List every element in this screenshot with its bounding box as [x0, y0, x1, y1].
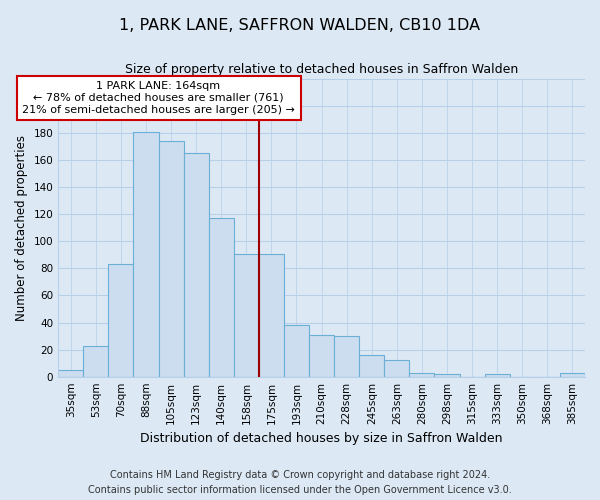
Bar: [309, 334, 334, 376]
Bar: [560, 372, 585, 376]
Text: 1, PARK LANE, SAFFRON WALDEN, CB10 1DA: 1, PARK LANE, SAFFRON WALDEN, CB10 1DA: [119, 18, 481, 32]
Bar: [158, 141, 184, 376]
Bar: [485, 374, 510, 376]
Bar: [385, 360, 409, 376]
Bar: [184, 154, 209, 376]
Bar: [284, 326, 309, 376]
Bar: [209, 218, 234, 376]
Bar: [109, 264, 133, 376]
Bar: [434, 374, 460, 376]
Title: Size of property relative to detached houses in Saffron Walden: Size of property relative to detached ho…: [125, 64, 518, 76]
Bar: [334, 336, 359, 376]
Bar: [58, 370, 83, 376]
Y-axis label: Number of detached properties: Number of detached properties: [15, 135, 28, 321]
Text: Contains HM Land Registry data © Crown copyright and database right 2024.
Contai: Contains HM Land Registry data © Crown c…: [88, 470, 512, 495]
Bar: [133, 132, 158, 376]
Bar: [409, 372, 434, 376]
X-axis label: Distribution of detached houses by size in Saffron Walden: Distribution of detached houses by size …: [140, 432, 503, 445]
Bar: [359, 355, 385, 376]
Bar: [83, 346, 109, 376]
Text: 1 PARK LANE: 164sqm
← 78% of detached houses are smaller (761)
21% of semi-detac: 1 PARK LANE: 164sqm ← 78% of detached ho…: [22, 82, 295, 114]
Bar: [259, 254, 284, 376]
Bar: [234, 254, 259, 376]
